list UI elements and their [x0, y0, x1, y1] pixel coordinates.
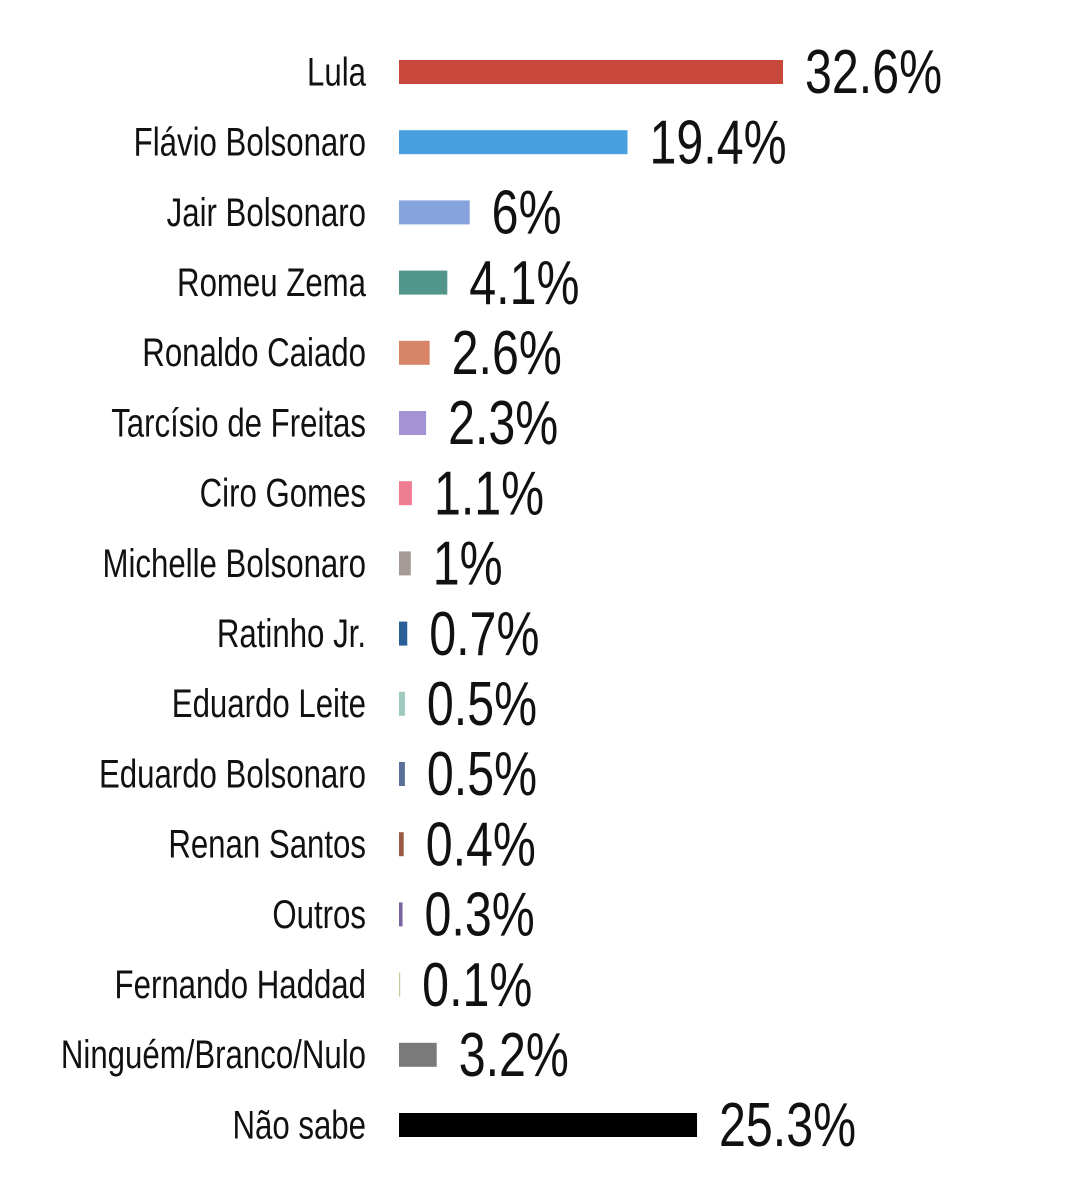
bar	[399, 621, 408, 646]
category-label: Não sabe	[232, 1103, 366, 1148]
category-label: Outros	[272, 892, 366, 937]
bar	[399, 270, 448, 295]
category-label: Fernando Haddad	[115, 962, 366, 1007]
value-label: 0.4%	[426, 810, 536, 879]
category-label: Eduardo Bolsonaro	[99, 752, 366, 797]
bar	[399, 902, 403, 927]
category-label: Michelle Bolsonaro	[102, 541, 366, 586]
value-label: 2.3%	[448, 388, 558, 457]
bar	[399, 1113, 698, 1137]
category-label: Lula	[307, 50, 366, 95]
bar	[399, 972, 401, 997]
value-label: 2.6%	[452, 318, 562, 387]
value-label: 4.1%	[469, 248, 579, 317]
value-label: 3.2%	[459, 1020, 569, 1089]
bar	[399, 1042, 437, 1067]
category-label: Ciro Gomes	[200, 471, 366, 516]
category-label: Ninguém/Branco/Nulo	[61, 1032, 366, 1077]
value-label: 25.3%	[719, 1090, 856, 1159]
category-label: Tarcísio de Freitas	[111, 401, 366, 446]
category-label: Ronaldo Caiado	[142, 330, 366, 375]
value-label: 1%	[433, 529, 503, 598]
value-label: 19.4%	[650, 108, 787, 177]
category-label: Romeu Zema	[177, 260, 366, 305]
value-label: 1.1%	[434, 459, 544, 528]
bar	[399, 691, 405, 716]
value-label: 0.1%	[422, 950, 532, 1019]
category-label: Ratinho Jr.	[217, 611, 366, 656]
value-label: 0.5%	[427, 739, 537, 808]
value-label: 0.3%	[425, 880, 535, 949]
value-label: 32.6%	[805, 37, 942, 106]
bar	[399, 60, 784, 84]
value-label: 0.7%	[429, 599, 539, 668]
category-label: Flávio Bolsonaro	[134, 120, 366, 165]
value-label: 6%	[492, 178, 562, 247]
category-label: Jair Bolsonaro	[167, 190, 366, 235]
bar	[399, 340, 430, 365]
category-label: Renan Santos	[168, 822, 366, 867]
bar	[399, 762, 405, 786]
category-label: Eduardo Leite	[172, 681, 366, 726]
bar	[399, 200, 470, 225]
value-label: 0.5%	[427, 669, 537, 738]
bar	[399, 551, 411, 576]
bar	[399, 832, 404, 857]
bar	[399, 481, 412, 506]
bar	[399, 130, 628, 155]
bar	[399, 411, 427, 435]
